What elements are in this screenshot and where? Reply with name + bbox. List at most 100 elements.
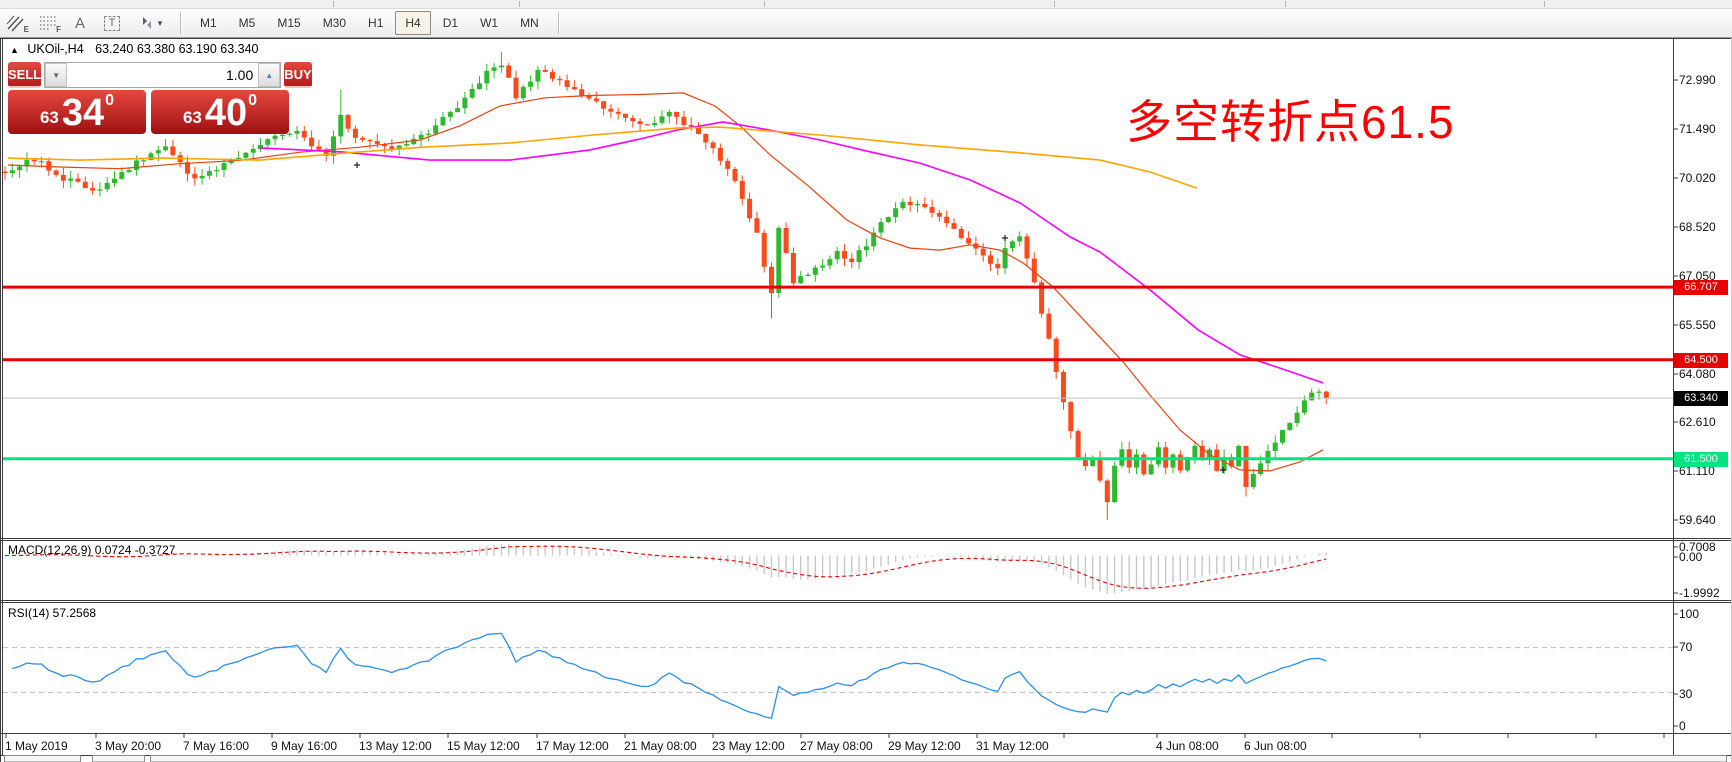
candle	[528, 75, 534, 92]
tf-button-m15[interactable]: M15	[277, 16, 301, 30]
candle	[396, 145, 402, 156]
candle	[1075, 429, 1081, 460]
buy-price-display[interactable]: 63 40 0	[151, 90, 289, 134]
rsi-line	[12, 632, 1327, 719]
tf-button-mn[interactable]: MN	[520, 16, 539, 30]
candle	[754, 211, 760, 233]
candle	[732, 166, 738, 183]
candle	[827, 255, 833, 270]
candle	[571, 80, 577, 90]
candle	[878, 218, 884, 238]
candle	[652, 116, 658, 128]
candle	[1017, 231, 1023, 247]
volume-input[interactable]	[67, 63, 259, 87]
candle	[1046, 308, 1052, 340]
tf-button-w1[interactable]: W1	[480, 16, 499, 30]
candle	[615, 107, 621, 120]
candle	[564, 74, 570, 91]
candle	[995, 258, 1001, 276]
candle	[1323, 390, 1329, 405]
candle	[1177, 450, 1183, 474]
tf-button-m1[interactable]: M1	[200, 16, 217, 30]
tf-button-m5[interactable]: M5	[238, 16, 256, 30]
candlesticks	[3, 51, 1329, 520]
buy-price-point: 0	[248, 92, 258, 109]
candle	[3, 166, 8, 180]
candle	[469, 83, 475, 99]
candle	[980, 243, 986, 262]
candle	[703, 133, 709, 150]
tf-button-h1[interactable]: H1	[368, 16, 384, 30]
shapes-icon[interactable]: ▾	[128, 11, 172, 35]
text-icon[interactable]: A	[64, 11, 96, 35]
volume-down-button[interactable]: ▼	[45, 63, 68, 87]
equidistant-channel-icon[interactable]: E	[0, 11, 32, 35]
sell-button[interactable]: SELL	[8, 62, 42, 88]
sell-price-display[interactable]: 63 34 0	[8, 90, 146, 134]
candle	[644, 124, 650, 126]
candle	[185, 156, 190, 182]
toolbar-top-strip	[0, 0, 1732, 9]
candle	[586, 92, 592, 101]
candle	[550, 69, 555, 82]
candle	[922, 197, 928, 209]
candle	[637, 118, 643, 132]
candle	[60, 168, 66, 189]
candle	[1301, 395, 1307, 415]
tf-button-h4[interactable]: H4	[395, 11, 431, 35]
candle	[900, 198, 906, 211]
candle	[783, 222, 789, 254]
candle	[820, 259, 826, 271]
candle	[1031, 252, 1037, 284]
candle	[352, 125, 358, 144]
candle	[1104, 479, 1110, 520]
timeframe-buttons: M1 M5 M15 M30 H1 H4 D1 W1 MN	[189, 11, 550, 35]
candle	[871, 227, 877, 251]
candle	[593, 91, 599, 104]
candle	[287, 131, 293, 137]
sell-price-major: 63	[39, 108, 59, 127]
tf-button-m30[interactable]: M30	[322, 16, 347, 30]
candle	[761, 229, 767, 273]
volume-stepper: ▼ ▲	[44, 62, 282, 88]
candle	[1009, 239, 1015, 252]
rsi-indicator-label: RSI(14) 57.2568	[8, 606, 97, 620]
collapse-triangle-icon[interactable]: ▲	[10, 45, 19, 55]
candle	[316, 140, 322, 151]
toolbar: E F A T ▾ M1 M5 M15 M30 H1 H4 D1 W1 MN	[0, 9, 1732, 38]
candle	[258, 138, 263, 152]
candle	[834, 247, 840, 264]
ma-line-medium	[259, 121, 1324, 384]
candle	[520, 85, 526, 101]
fibonacci-icon[interactable]: F	[32, 11, 64, 35]
chart-tab[interactable]	[4, 755, 81, 762]
buy-price-pips: 40	[204, 92, 248, 134]
candle	[747, 192, 753, 223]
candle	[82, 176, 88, 189]
candle	[170, 139, 176, 157]
buy-button[interactable]: BUY	[284, 62, 312, 88]
tf-button-d1[interactable]: D1	[442, 16, 459, 30]
candle	[513, 70, 519, 101]
volume-up-button[interactable]: ▲	[258, 63, 281, 87]
candle	[68, 170, 74, 188]
candle	[367, 139, 373, 149]
candle	[790, 247, 796, 286]
symbol-label: UKOil-,H4	[27, 42, 84, 56]
chart-title: ▲ UKOil-,H4 63.240 63.380 63.190 63.340	[10, 42, 259, 56]
ohlc-values: 63.240 63.380 63.190 63.340	[95, 42, 259, 56]
candle	[192, 167, 198, 186]
candle	[1148, 460, 1154, 475]
chart-tab[interactable]	[150, 755, 1727, 762]
one-click-trade-panel: SELL ▼ ▲ BUY 63 34 0 63 40 0	[8, 62, 312, 136]
text-icon-glyph: A	[74, 14, 85, 32]
chart-tab[interactable]	[92, 755, 145, 762]
toolbar-strip-separator	[1285, 1, 1286, 7]
candle	[491, 63, 497, 79]
candle	[907, 196, 913, 212]
candle	[447, 110, 453, 122]
candle	[1068, 400, 1074, 439]
label-icon[interactable]: T	[96, 11, 128, 35]
